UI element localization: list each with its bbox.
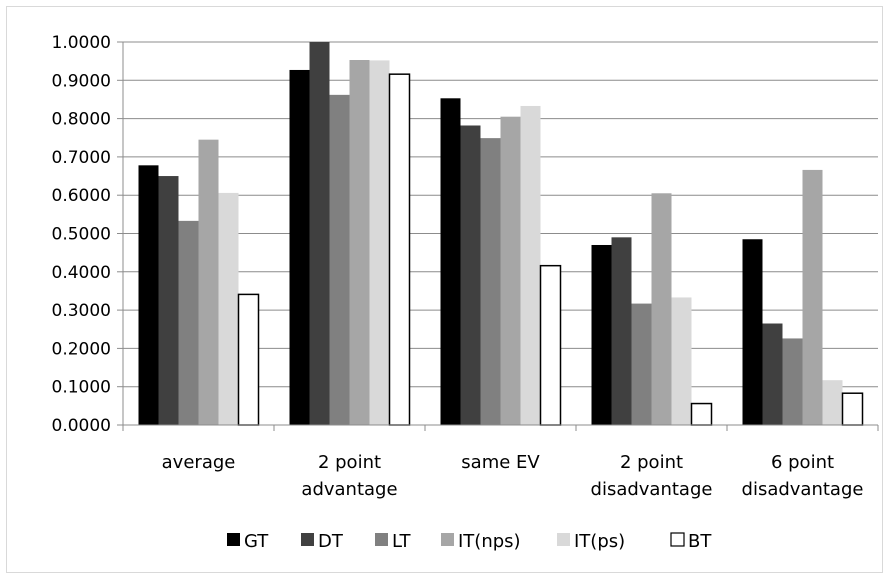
legend-swatch xyxy=(227,533,240,546)
bar-it-nps-3 xyxy=(500,116,521,425)
chart-frame xyxy=(6,6,883,573)
y-tick-label: 0.9000 xyxy=(52,71,111,91)
bar-it-nps-5 xyxy=(802,169,823,425)
y-axis: 0.0000 0.1000 0.2000 0.3000 0.4000 0.5000 0.60… xyxy=(52,33,124,436)
bar-bt-1 xyxy=(237,293,260,426)
bar-dt-3 xyxy=(460,125,481,425)
bar-it-ps-4 xyxy=(671,297,692,425)
y-tick-label: 0.6000 xyxy=(52,186,111,206)
bar-bt-3 xyxy=(539,264,562,426)
bar-lt-2 xyxy=(329,94,350,425)
legend-swatch xyxy=(441,533,454,546)
bar-dt-1 xyxy=(158,176,179,425)
y-tick-label: 0.2000 xyxy=(52,339,111,359)
bar-lt-4 xyxy=(631,303,652,425)
y-tick-label: 0.5000 xyxy=(52,225,111,245)
legend: GT DT LT IT(nps) IT(ps) BT xyxy=(227,531,712,552)
legend-item-it-nps: IT(nps) xyxy=(441,531,521,552)
legend-swatch xyxy=(557,533,570,546)
bar-it-nps-1 xyxy=(198,139,219,426)
bar-lt-1 xyxy=(178,220,199,425)
y-tick-label: 0.7000 xyxy=(52,148,111,168)
x-tick-label: average xyxy=(162,452,236,473)
legend-item-dt: DT xyxy=(301,531,344,552)
y-tick-label: 0.8000 xyxy=(52,110,111,130)
bar-dt-5 xyxy=(762,323,783,425)
legend-label: IT(nps) xyxy=(458,531,521,552)
bar-it-ps-5 xyxy=(822,380,843,425)
bar-it-nps-2 xyxy=(349,60,370,425)
bar-gt-5 xyxy=(742,239,763,425)
bar-bt-4 xyxy=(690,402,713,426)
bars xyxy=(138,42,864,426)
legend-swatch xyxy=(670,532,685,547)
bar-it-ps-2 xyxy=(369,60,390,425)
legend-swatch xyxy=(375,533,388,546)
legend-item-it-ps: IT(ps) xyxy=(557,531,625,552)
x-tick-label: same EV xyxy=(461,452,540,473)
legend-swatch xyxy=(301,533,314,546)
bar-it-ps-1 xyxy=(218,192,239,425)
legend-label: DT xyxy=(318,531,344,552)
legend-item-gt: GT xyxy=(227,531,269,552)
bar-bt-5 xyxy=(841,392,864,426)
legend-label: BT xyxy=(688,531,712,552)
x-axis: average 2 point advantage same EV 2 point dis… xyxy=(122,424,879,500)
bar-gt-1 xyxy=(138,165,159,426)
y-tick-label: 0.3000 xyxy=(52,301,111,321)
legend-item-lt: LT xyxy=(375,531,412,552)
bar-gt-4 xyxy=(591,244,612,425)
legend-label: GT xyxy=(244,531,269,552)
legend-label: IT(ps) xyxy=(574,531,625,552)
x-tick-label: 2 point advantage xyxy=(301,452,397,500)
y-tick-label: 0.0000 xyxy=(52,416,111,436)
bar-lt-5 xyxy=(782,338,803,425)
bar-bt-2 xyxy=(388,73,411,426)
bar-gt-2 xyxy=(289,69,310,426)
y-tick-label: 0.4000 xyxy=(52,263,111,283)
bar-it-ps-3 xyxy=(520,105,541,425)
bar-dt-2 xyxy=(309,42,330,425)
legend-label: LT xyxy=(392,531,412,552)
bar-gt-3 xyxy=(440,98,461,426)
bar-lt-3 xyxy=(480,138,501,425)
x-tick-label: 6 point disadvantage xyxy=(742,452,864,500)
y-tick-label: 0.1000 xyxy=(52,378,111,398)
y-tick-label: 1.0000 xyxy=(52,33,111,53)
legend-item-bt: BT xyxy=(670,531,712,552)
bar-dt-4 xyxy=(611,237,632,425)
bar-it-nps-4 xyxy=(651,193,672,425)
x-tick-label: 2 point disadvantage xyxy=(591,452,713,500)
